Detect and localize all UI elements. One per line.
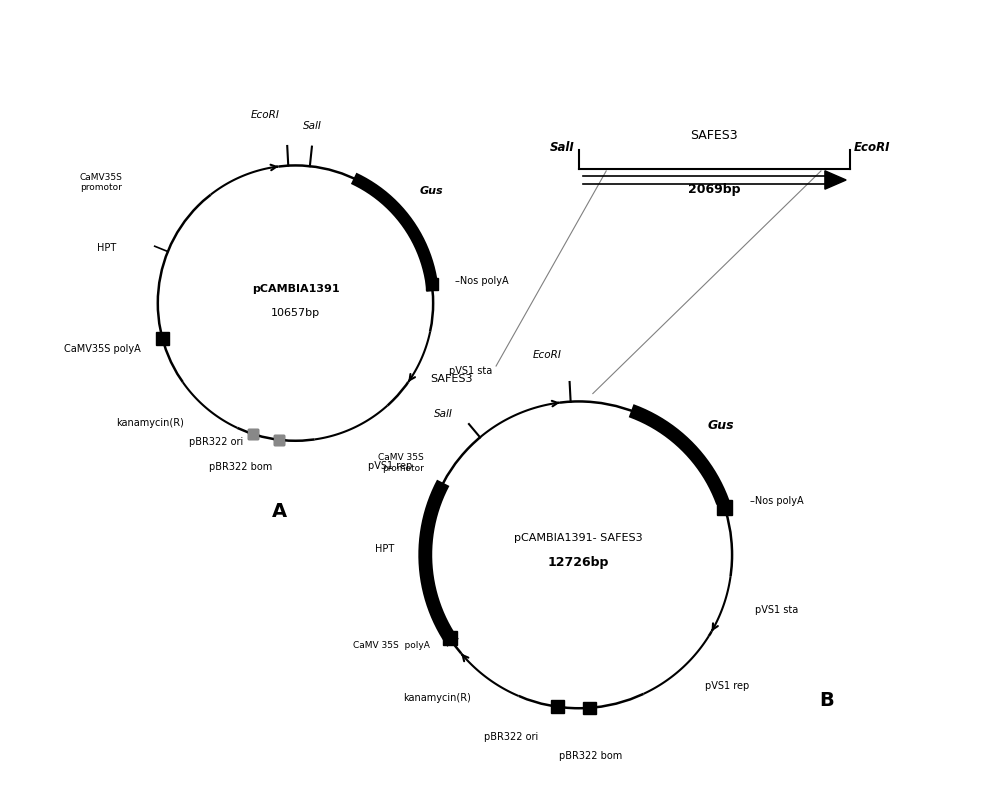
Text: Gus: Gus [707, 419, 734, 432]
Text: EcoRI: EcoRI [533, 350, 562, 359]
Text: EcoRI: EcoRI [251, 110, 280, 119]
Text: EcoRI: EcoRI [854, 141, 890, 154]
Bar [443, 631, 457, 646]
Text: CaMV 35S
promotor: CaMV 35S promotor [378, 453, 424, 473]
Text: pVS1 rep: pVS1 rep [368, 461, 412, 471]
Text: pVS1 sta: pVS1 sta [755, 604, 798, 615]
Text: pBR322 bom: pBR322 bom [209, 462, 272, 471]
Text: SAFES3: SAFES3 [691, 129, 738, 142]
Text: kanamycin(R): kanamycin(R) [403, 693, 471, 703]
Text: pBR322 ori: pBR322 ori [484, 732, 538, 742]
Text: pCAMBIA1391- SAFES3: pCAMBIA1391- SAFES3 [514, 533, 643, 542]
Text: CaMV35S polyA: CaMV35S polyA [64, 344, 141, 354]
Text: kanamycin(R): kanamycin(R) [116, 418, 184, 428]
Bar [274, 435, 284, 445]
Polygon shape [825, 171, 846, 189]
Text: SalI: SalI [433, 409, 452, 420]
Text: HPT: HPT [375, 544, 394, 553]
Bar [551, 700, 564, 713]
Text: Gus: Gus [419, 186, 443, 196]
Text: SalI: SalI [550, 141, 575, 154]
Text: pVS1 rep: pVS1 rep [705, 681, 749, 692]
Bar [248, 429, 258, 439]
Text: HPT: HPT [97, 243, 116, 253]
Text: pBR322 bom: pBR322 bom [559, 751, 623, 761]
Text: 10657bp: 10657bp [271, 308, 320, 317]
Text: SAFES3: SAFES3 [430, 374, 472, 384]
Text: –Nos polyA: –Nos polyA [455, 276, 509, 286]
Text: –Nos polyA: –Nos polyA [750, 496, 803, 506]
Text: pCAMBIA1391: pCAMBIA1391 [252, 284, 339, 294]
Bar [426, 278, 438, 290]
Text: pBR322 ori: pBR322 ori [189, 437, 243, 448]
Text: 2069bp: 2069bp [688, 183, 741, 196]
Text: CaMV35S
promotor: CaMV35S promotor [80, 173, 122, 192]
Text: CaMV 35S  polyA: CaMV 35S polyA [353, 641, 430, 650]
Text: SalI: SalI [303, 122, 322, 131]
Bar [583, 701, 596, 714]
Bar [717, 500, 732, 514]
Bar [156, 332, 169, 345]
Text: A: A [272, 502, 287, 521]
Text: pVS1 sta: pVS1 sta [449, 366, 493, 376]
Text: 12726bp: 12726bp [548, 556, 609, 569]
Bar [274, 435, 284, 445]
Text: B: B [819, 691, 834, 710]
Bar [248, 429, 258, 439]
